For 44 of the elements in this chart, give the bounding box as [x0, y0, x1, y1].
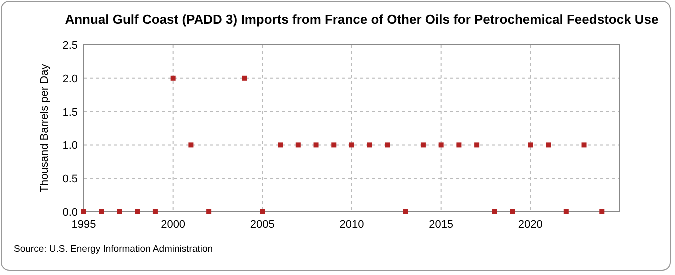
- point: [82, 210, 86, 214]
- point: [314, 142, 319, 148]
- point: [564, 210, 569, 214]
- x-tick-label: 2015: [429, 219, 454, 231]
- source-note: Source: U.S. Energy Information Administration: [14, 244, 214, 255]
- point: [528, 142, 534, 148]
- y-axis-title: Thousand Barrels per Day: [39, 64, 51, 193]
- point: [206, 210, 212, 214]
- point: [600, 210, 605, 214]
- y-tick-label: 2.5: [62, 40, 78, 52]
- point: [582, 142, 587, 148]
- point: [474, 142, 480, 148]
- point: [188, 142, 194, 148]
- point: [456, 142, 462, 148]
- point: [278, 142, 284, 148]
- x-tick-label: 2005: [250, 219, 275, 231]
- point: [510, 210, 516, 214]
- point: [403, 210, 408, 214]
- point: [242, 76, 248, 81]
- point: [152, 210, 158, 214]
- x-tick-label: 1995: [72, 219, 96, 231]
- y-tick-label: 2.0: [62, 73, 78, 86]
- point: [438, 142, 444, 148]
- y-tick-label: 1.5: [62, 106, 78, 119]
- chart-title: Annual Gulf Coast (PADD 3) Imports from France of Other Oils for Petrochemical Feedstock Use: [65, 12, 659, 27]
- y-tick-label: 1.0: [62, 140, 78, 152]
- point: [546, 142, 552, 148]
- point: [420, 142, 426, 148]
- point: [170, 76, 176, 81]
- point: [117, 210, 122, 214]
- x-tick-label: 2020: [518, 219, 543, 231]
- point: [492, 210, 498, 214]
- x-tick-label: 2000: [161, 219, 186, 231]
- point: [260, 210, 266, 214]
- y-tick-label: 0.5: [62, 174, 78, 186]
- point: [385, 142, 390, 148]
- x-tick-label: 2010: [340, 219, 364, 231]
- y-tick-label: 0.0: [62, 207, 78, 219]
- point: [99, 210, 104, 214]
- point: [350, 142, 354, 148]
- point: [332, 142, 337, 148]
- point: [135, 210, 140, 214]
- point: [296, 142, 301, 148]
- point: [367, 142, 372, 148]
